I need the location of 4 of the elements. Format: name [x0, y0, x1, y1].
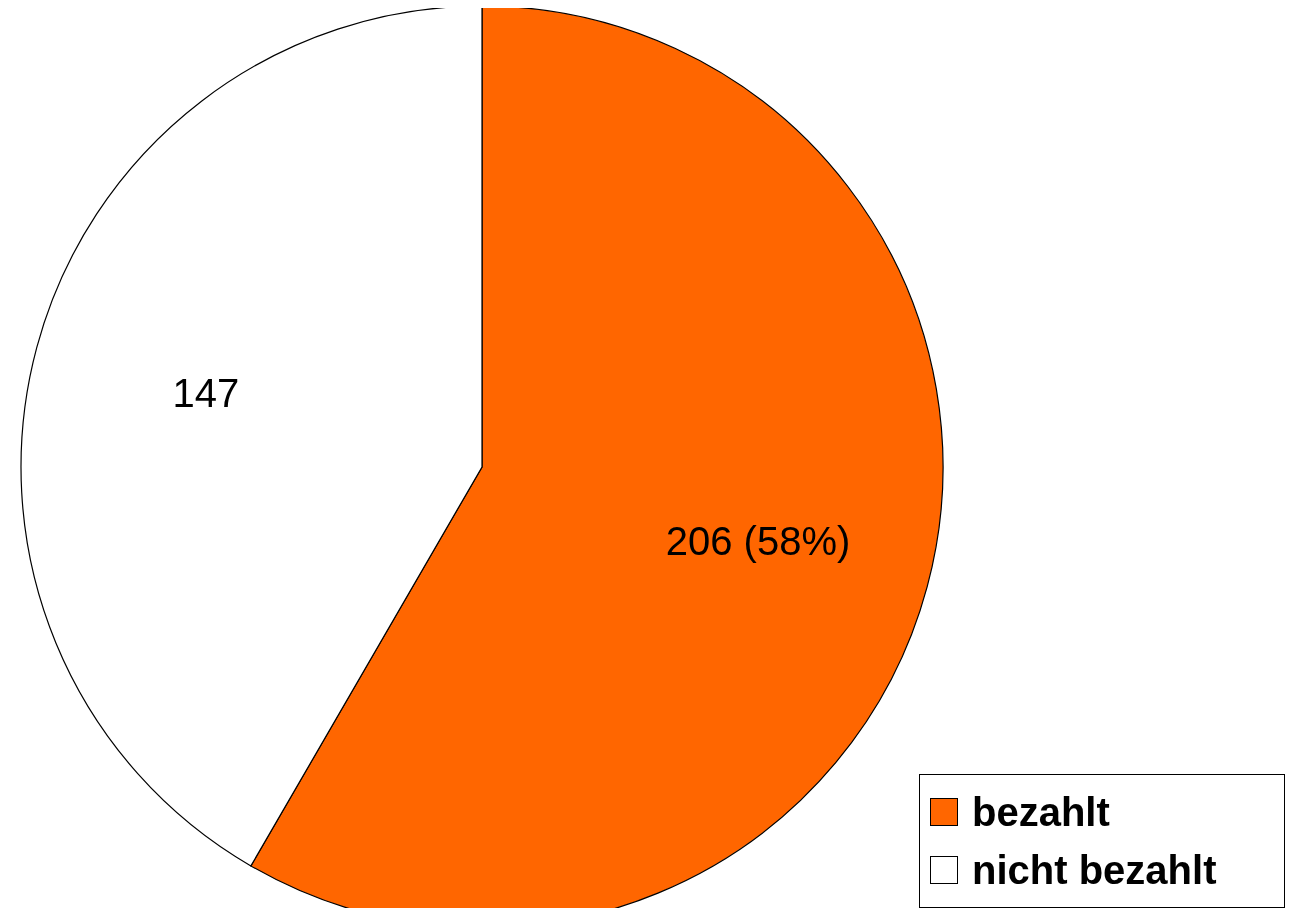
legend-label: nicht bezahlt — [972, 847, 1217, 893]
data-label: 147 — [172, 370, 240, 415]
data-label: 206 (58%) — [665, 519, 851, 564]
legend-label: bezahlt — [972, 789, 1110, 835]
